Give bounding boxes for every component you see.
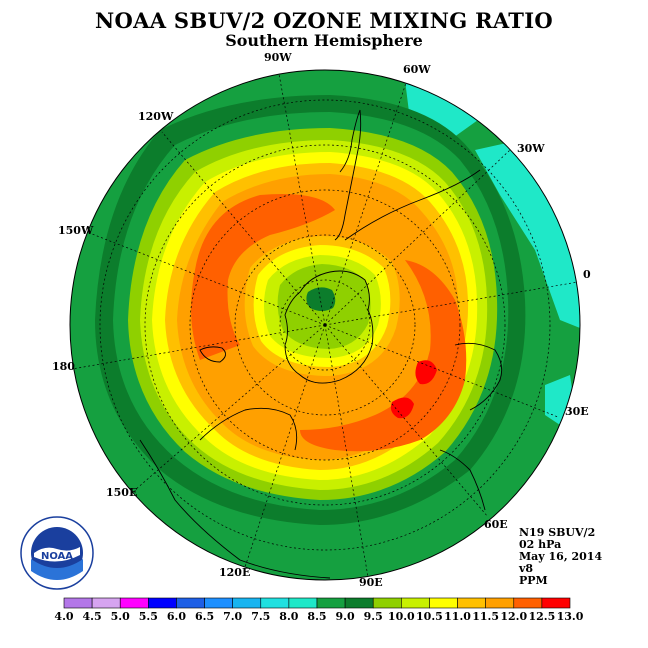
info-date: May 16, 2014 — [519, 550, 603, 563]
colorbar — [63, 597, 571, 609]
coastlines — [139, 109, 503, 579]
info-satellite: N19 SBUV/2 — [519, 526, 596, 539]
colorbar-swatch — [344, 597, 374, 609]
lon-label-0: 0 — [583, 268, 591, 281]
colorbar-tick-label: 9.5 — [363, 610, 383, 623]
colorbar-tick-label: 5.5 — [138, 610, 158, 623]
lon-label-90e: 90E — [359, 576, 383, 589]
info-units: PPM — [519, 574, 548, 587]
contour-12-0-east — [300, 260, 467, 452]
colorbar-tick-label: 10.0 — [387, 610, 415, 623]
lon-label-150w: 150W — [58, 224, 94, 237]
map-subtitle: Southern Hemisphere — [225, 31, 423, 50]
colorbar-swatch — [457, 597, 486, 609]
madagascar-coast — [439, 449, 486, 511]
colorbar-tick-label: 13.0 — [556, 610, 584, 623]
colorbar-swatch — [63, 597, 93, 609]
colorbar-swatch — [148, 597, 177, 609]
colorbar-swatch — [260, 597, 290, 609]
latitude-grid — [99, 99, 551, 551]
colorbar-swatch — [429, 597, 458, 609]
map-title: NOAA SBUV/2 OZONE MIXING RATIO — [95, 8, 553, 33]
colorbar-swatch — [232, 597, 262, 609]
colorbar-tick-label: 12.0 — [500, 610, 528, 623]
noaa-logo-text: NOAA — [41, 551, 73, 562]
colorbar-tick-label: 4.0 — [54, 610, 74, 623]
colorbar-swatch — [372, 597, 402, 609]
lon-label-60e: 60E — [484, 518, 508, 531]
contour-12-5-a — [415, 360, 437, 385]
colorbar-swatch — [288, 597, 318, 609]
colorbar-tick-label: 8.0 — [279, 610, 299, 623]
colorbar-swatch — [401, 597, 430, 609]
noaa-logo: NOAA — [20, 516, 94, 590]
colorbar-tick-label: 5.0 — [110, 610, 130, 623]
colorbar-tick-label: 11.0 — [444, 610, 471, 623]
south-america-coast — [334, 109, 362, 241]
colorbar-tick-label: 4.5 — [82, 610, 102, 623]
africa-coast — [454, 342, 503, 411]
colorbar-tick-label: 6.5 — [194, 610, 215, 623]
colorbar-swatch — [485, 597, 515, 609]
south-america-coast-east — [344, 169, 481, 241]
colorbar-swatch — [513, 597, 543, 609]
info-version: v8 — [519, 562, 534, 575]
colorbar-tick-label: 11.5 — [472, 610, 500, 623]
lon-label-30w: 30W — [517, 142, 545, 155]
colorbar-tick-label: 12.5 — [528, 610, 556, 623]
colorbar-tick-label: 7.0 — [223, 610, 243, 623]
antarctica-coast — [284, 270, 374, 384]
colorbar-tick-label: 8.5 — [307, 610, 327, 623]
lon-label-180: 180 — [52, 360, 75, 373]
info-level: 02 hPa — [519, 538, 562, 551]
colorbar-swatch — [176, 597, 205, 609]
contour-9-0-pole — [306, 287, 336, 311]
colorbar-tick-label: 9.0 — [335, 610, 355, 623]
contour-12-0-west — [191, 194, 335, 360]
colorbar-swatch — [204, 597, 233, 609]
new-zealand-coast — [199, 346, 226, 363]
longitude-grid — [71, 73, 579, 578]
colorbar-swatch — [91, 597, 121, 609]
map-border — [69, 69, 581, 581]
lon-label-90w: 90W — [264, 51, 292, 64]
colorbar-swatch — [541, 597, 571, 609]
colorbar-tick-label: 6.0 — [166, 610, 186, 623]
colorbar-swatch — [119, 597, 149, 609]
colorbar-tick-label: 7.5 — [251, 610, 271, 623]
lon-label-120e: 120E — [219, 566, 251, 579]
asia-coast — [139, 439, 331, 579]
australia-coast — [199, 407, 298, 451]
contour-8-0-east — [475, 140, 580, 330]
colorbar-swatch — [316, 597, 346, 609]
lon-label-150e: 150E — [106, 486, 138, 499]
lon-label-60w: 60W — [403, 63, 431, 76]
info-block: N19 SBUV/2 02 hPa May 16, 2014 v8 PPM — [519, 527, 602, 587]
colorbar-tick-label: 10.5 — [416, 610, 443, 623]
lon-label-30e: 30E — [565, 405, 589, 418]
contour-12-5-b — [390, 397, 414, 419]
lon-label-120w: 120W — [138, 110, 174, 123]
